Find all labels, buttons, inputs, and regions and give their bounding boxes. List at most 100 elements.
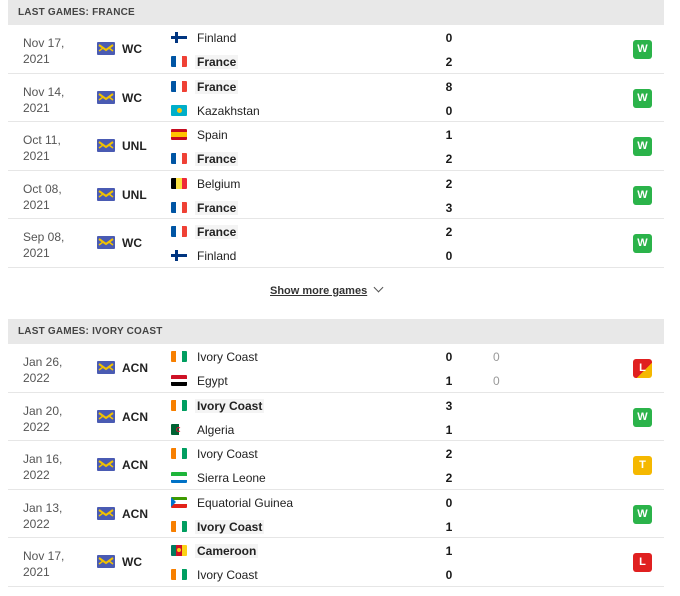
away-team-name[interactable]: Algeria bbox=[197, 422, 235, 437]
spain-flag-icon bbox=[171, 129, 187, 141]
home-team-name[interactable]: Spain bbox=[197, 128, 228, 143]
away-team-name[interactable]: Finland bbox=[197, 249, 237, 264]
away-score: 3 bbox=[445, 200, 453, 215]
world-cup-icon bbox=[97, 361, 115, 374]
match-date: Oct 11, 2021 bbox=[23, 132, 83, 164]
home-team-name[interactable]: Belgium bbox=[197, 176, 241, 191]
home-penalty-score: 0 bbox=[493, 350, 500, 364]
competition-label: WC bbox=[122, 236, 142, 251]
match-date: Jan 13, 2022 bbox=[23, 500, 83, 532]
away-team-row: Finland 0 bbox=[171, 247, 471, 265]
match-row[interactable]: Jan 13, 2022 ACN Equatorial Guinea 0 Ivory Co… bbox=[8, 490, 664, 539]
away-score: 2 bbox=[445, 471, 453, 486]
home-team-row: Equatorial Guinea 0 bbox=[171, 494, 471, 512]
match-date-day: Jan 13, bbox=[23, 500, 63, 515]
competition-label: UNL bbox=[122, 139, 147, 154]
match-date-year: 2021 bbox=[23, 149, 50, 164]
away-team-row: Ivory Coast 1 bbox=[171, 518, 471, 536]
home-score: 0 bbox=[445, 350, 453, 364]
home-score: 1 bbox=[445, 544, 453, 559]
match-date-day: Oct 08, bbox=[23, 181, 62, 196]
match-date-year: 2021 bbox=[23, 52, 50, 66]
section-header: LAST GAMES: IVORY COAST bbox=[8, 319, 664, 344]
competition-label: UNL bbox=[122, 187, 147, 202]
away-score: 1 bbox=[445, 374, 453, 388]
match-date: Nov 17, 2021 bbox=[23, 548, 83, 580]
home-team-name[interactable]: Cameroon bbox=[195, 544, 259, 559]
result-badge: W bbox=[633, 88, 652, 108]
home-team-name[interactable]: Ivory Coast bbox=[195, 398, 265, 413]
result-badge: W bbox=[633, 185, 652, 205]
egypt-flag-icon bbox=[171, 375, 187, 386]
home-score: 0 bbox=[445, 31, 453, 45]
away-team-name[interactable]: France bbox=[195, 152, 239, 167]
home-team-name[interactable]: France bbox=[195, 79, 239, 94]
ivory-flag-icon bbox=[171, 351, 187, 362]
away-score: 0 bbox=[445, 568, 453, 583]
world-cup-icon bbox=[97, 458, 115, 472]
france-flag-icon bbox=[171, 153, 187, 165]
result-badge: W bbox=[633, 40, 652, 59]
home-team-row: Finland 0 bbox=[171, 29, 471, 47]
match-date: Jan 26, 2022 bbox=[23, 354, 83, 386]
competition-label: WC bbox=[122, 42, 142, 56]
away-team-name[interactable]: Ivory Coast bbox=[197, 568, 258, 583]
match-row[interactable]: Jan 16, 2022 ACN Ivory Coast 2 Sierra Leone 2 T bbox=[8, 441, 664, 490]
home-team-row: Ivory Coast 2 bbox=[171, 445, 471, 463]
home-score: 2 bbox=[445, 176, 453, 191]
home-score: 0 bbox=[445, 495, 453, 510]
world-cup-icon bbox=[97, 506, 115, 520]
result-badge: W bbox=[633, 407, 652, 427]
away-team-row: France 2 bbox=[171, 53, 471, 71]
home-team-name[interactable]: France bbox=[195, 225, 239, 240]
match-date-day: Jan 16, bbox=[23, 452, 63, 467]
competition-label: WC bbox=[122, 90, 142, 105]
sierra-flag-icon bbox=[171, 472, 187, 484]
away-team-name[interactable]: Kazakhstan bbox=[197, 103, 260, 118]
kazakhstan-flag-icon bbox=[171, 104, 187, 116]
match-row[interactable]: Nov 14, 2021 WC France 8 Kazakhstan 0 W bbox=[8, 74, 664, 123]
ivory-flag-icon bbox=[171, 569, 187, 581]
section-france: LAST GAMES: FRANCE Nov 17, 2021 WC Finland 0… bbox=[8, 0, 664, 268]
home-score: 8 bbox=[445, 79, 453, 94]
match-row[interactable]: Sep 08, 2021 WC France 2 Finland 0 W bbox=[8, 219, 664, 268]
away-score: 1 bbox=[445, 519, 453, 534]
away-team-name[interactable]: Ivory Coast bbox=[195, 519, 265, 534]
match-row[interactable]: Nov 17, 2021 WC Finland 0 France 2 W bbox=[8, 25, 664, 74]
match-row[interactable]: Jan 26, 2022 ACN Ivory Coast 0 0 Egypt 1 0 L bbox=[8, 344, 664, 393]
match-row[interactable]: Oct 11, 2021 UNL Spain 1 France 2 W bbox=[8, 122, 664, 171]
competition-label: ACN bbox=[122, 506, 148, 521]
away-score: 0 bbox=[445, 249, 453, 264]
match-row[interactable]: Oct 08, 2021 UNL Belgium 2 France 3 W bbox=[8, 171, 664, 220]
match-date-day: Nov 17, bbox=[23, 549, 65, 564]
home-team-name[interactable]: Ivory Coast bbox=[197, 350, 258, 364]
match-date-year: 2021 bbox=[23, 565, 50, 580]
match-date-year: 2022 bbox=[23, 419, 50, 434]
away-team-name[interactable]: Egypt bbox=[197, 374, 228, 388]
away-team-row: France 2 bbox=[171, 150, 471, 168]
home-team-row: France 8 bbox=[171, 78, 471, 96]
show-more-label: Show more games bbox=[270, 285, 368, 297]
competition-label: ACN bbox=[122, 361, 148, 375]
match-row[interactable]: Nov 17, 2021 WC Cameroon 1 Ivory Coast 0 L bbox=[8, 538, 664, 587]
away-team-row: Egypt 1 0 bbox=[171, 372, 500, 390]
home-team-name[interactable]: Finland bbox=[197, 31, 237, 45]
away-team-name[interactable]: France bbox=[195, 55, 239, 69]
match-date-day: Nov 17, bbox=[23, 36, 65, 50]
away-team-row: Sierra Leone 2 bbox=[171, 469, 471, 487]
home-team-name[interactable]: Equatorial Guinea bbox=[197, 495, 294, 510]
ivory-flag-icon bbox=[171, 448, 187, 460]
section-ivory-coast: LAST GAMES: IVORY COAST Jan 26, 2022 ACN Iv… bbox=[8, 319, 664, 587]
match-date-year: 2021 bbox=[23, 197, 50, 212]
result-badge: L bbox=[633, 553, 652, 573]
home-team-name[interactable]: Ivory Coast bbox=[197, 447, 258, 462]
match-date-year: 2021 bbox=[23, 246, 50, 261]
ivory-flag-icon bbox=[171, 520, 187, 532]
cameroon-flag-icon bbox=[171, 545, 187, 557]
match-row[interactable]: Jan 20, 2022 ACN Ivory Coast 3 Algeria 1 W bbox=[8, 393, 664, 442]
away-team-name[interactable]: France bbox=[195, 200, 239, 215]
match-date-day: Jan 20, bbox=[23, 403, 63, 418]
away-team-name[interactable]: Sierra Leone bbox=[197, 471, 266, 486]
away-score: 2 bbox=[445, 55, 453, 69]
show-more-games-link[interactable]: Show more games bbox=[270, 282, 384, 297]
